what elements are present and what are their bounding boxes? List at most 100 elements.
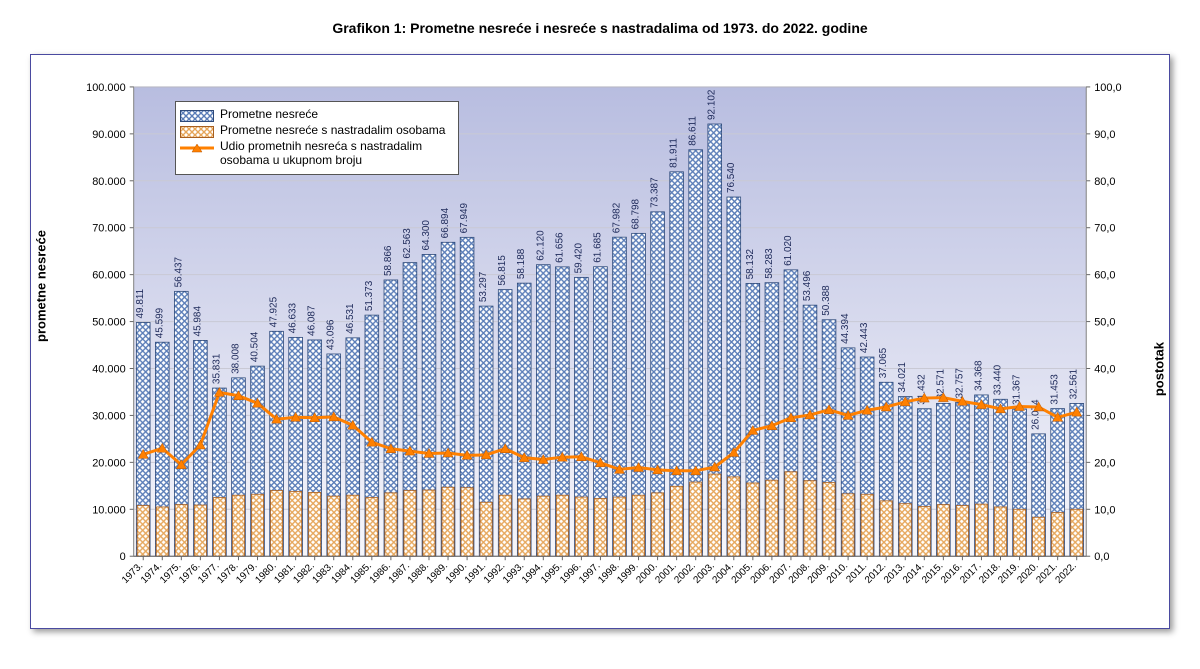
svg-text:76.540: 76.540 <box>726 162 737 193</box>
svg-text:32.757: 32.757 <box>954 368 965 399</box>
svg-text:35.831: 35.831 <box>211 353 222 384</box>
svg-text:53.297: 53.297 <box>478 271 489 302</box>
svg-text:2004.: 2004. <box>711 561 736 586</box>
svg-text:1989.: 1989. <box>425 561 450 586</box>
svg-text:2010.: 2010. <box>825 561 850 586</box>
legend-label-c: Udio prometnih nesreća s nastradalim oso… <box>220 140 450 168</box>
svg-text:45.599: 45.599 <box>154 307 165 338</box>
svg-text:1991.: 1991. <box>463 561 488 586</box>
svg-text:2009.: 2009. <box>806 561 831 586</box>
legend-label-a: Prometne nesreće <box>220 108 318 122</box>
svg-text:58.283: 58.283 <box>764 248 775 279</box>
svg-text:2020.: 2020. <box>1015 561 1040 586</box>
legend-label-b: Prometne nesreće s nastradalim osobama <box>220 124 445 138</box>
svg-text:1984.: 1984. <box>330 561 355 586</box>
svg-text:62.120: 62.120 <box>535 230 546 261</box>
svg-text:2000.: 2000. <box>634 561 659 586</box>
svg-text:0,0: 0,0 <box>1094 551 1109 563</box>
svg-text:90.000: 90.000 <box>92 129 126 141</box>
plot-area: 0 0,0 10.000 10,0 20.000 20,0 30.000 30,0 40.000… <box>43 67 1157 616</box>
svg-text:80,0: 80,0 <box>1094 176 1115 188</box>
svg-text:61.685: 61.685 <box>592 232 603 263</box>
legend-swatch-b <box>180 126 214 138</box>
svg-text:1978.: 1978. <box>215 561 240 586</box>
legend: Prometne nesreće Prometne nesreće s nast… <box>175 101 459 175</box>
svg-text:59.420: 59.420 <box>573 242 584 273</box>
svg-text:1993.: 1993. <box>501 561 526 586</box>
legend-item-c: Udio prometnih nesreća s nastradalim oso… <box>180 140 450 168</box>
svg-text:20,0: 20,0 <box>1094 457 1115 469</box>
svg-text:1982.: 1982. <box>291 561 316 586</box>
svg-text:58.188: 58.188 <box>516 248 527 279</box>
svg-text:44.394: 44.394 <box>840 313 851 344</box>
svg-text:64.300: 64.300 <box>421 220 432 251</box>
svg-text:58.866: 58.866 <box>383 245 394 276</box>
svg-text:1981.: 1981. <box>272 561 297 586</box>
legend-item-a: Prometne nesreće <box>180 108 450 122</box>
svg-text:68.798: 68.798 <box>631 198 642 229</box>
svg-text:56.815: 56.815 <box>497 255 508 286</box>
svg-text:1983.: 1983. <box>310 561 335 586</box>
svg-text:2015.: 2015. <box>920 561 945 586</box>
svg-text:80.000: 80.000 <box>92 176 126 188</box>
chart-frame: 0 0,0 10.000 10,0 20.000 20,0 30.000 30,0 40.000… <box>30 54 1170 629</box>
svg-text:40.504: 40.504 <box>250 331 261 362</box>
svg-text:1975.: 1975. <box>158 561 183 586</box>
svg-text:2016.: 2016. <box>939 561 964 586</box>
svg-text:0: 0 <box>120 551 126 563</box>
legend-item-b: Prometne nesreće s nastradalim osobama <box>180 124 450 138</box>
svg-text:26.074: 26.074 <box>1031 399 1042 430</box>
svg-text:60,0: 60,0 <box>1094 270 1115 282</box>
svg-text:34.368: 34.368 <box>973 360 984 391</box>
svg-text:2001.: 2001. <box>653 561 678 586</box>
svg-text:2018.: 2018. <box>977 561 1002 586</box>
svg-text:58.132: 58.132 <box>745 249 756 280</box>
svg-text:86.611: 86.611 <box>688 116 699 146</box>
svg-text:47.925: 47.925 <box>269 296 280 327</box>
svg-text:2013.: 2013. <box>882 561 907 586</box>
svg-text:1987.: 1987. <box>387 561 412 586</box>
svg-text:30.000: 30.000 <box>92 410 126 422</box>
svg-text:10,0: 10,0 <box>1094 504 1115 516</box>
svg-text:2012.: 2012. <box>863 561 888 586</box>
svg-text:30,0: 30,0 <box>1094 410 1115 422</box>
y-axis-left-label: prometne nesreće <box>34 230 49 342</box>
svg-text:40,0: 40,0 <box>1094 363 1115 375</box>
svg-text:60.000: 60.000 <box>92 270 126 282</box>
svg-text:1996.: 1996. <box>558 561 583 586</box>
svg-text:1992.: 1992. <box>482 561 507 586</box>
svg-text:2019.: 2019. <box>996 561 1021 586</box>
svg-text:100,0: 100,0 <box>1094 82 1121 94</box>
svg-text:2002.: 2002. <box>672 561 697 586</box>
svg-text:2003.: 2003. <box>691 561 716 586</box>
svg-text:1973.: 1973. <box>120 561 145 586</box>
svg-text:1994.: 1994. <box>520 561 545 586</box>
svg-text:1980.: 1980. <box>253 561 278 586</box>
svg-text:20.000: 20.000 <box>92 457 126 469</box>
svg-text:1974.: 1974. <box>139 561 164 586</box>
svg-text:50,0: 50,0 <box>1094 317 1115 329</box>
svg-text:1976.: 1976. <box>177 561 202 586</box>
svg-text:50.000: 50.000 <box>92 317 126 329</box>
legend-swatch-a <box>180 110 214 122</box>
svg-text:10.000: 10.000 <box>92 504 126 516</box>
svg-text:1985.: 1985. <box>349 561 374 586</box>
svg-text:61.020: 61.020 <box>783 235 794 266</box>
svg-text:70,0: 70,0 <box>1094 223 1115 235</box>
svg-text:50.388: 50.388 <box>821 285 832 316</box>
svg-text:2005.: 2005. <box>730 561 755 586</box>
svg-text:33.440: 33.440 <box>993 364 1004 395</box>
svg-text:31.453: 31.453 <box>1050 374 1061 405</box>
svg-text:37.065: 37.065 <box>878 347 889 378</box>
svg-text:40.000: 40.000 <box>92 363 126 375</box>
svg-text:67.949: 67.949 <box>459 202 470 233</box>
svg-text:1998.: 1998. <box>596 561 621 586</box>
svg-text:51.373: 51.373 <box>364 280 375 311</box>
svg-text:1997.: 1997. <box>577 561 602 586</box>
svg-text:2008.: 2008. <box>787 561 812 586</box>
svg-text:62.563: 62.563 <box>402 228 413 259</box>
svg-text:31.367: 31.367 <box>1012 374 1023 405</box>
svg-text:42.443: 42.443 <box>859 322 870 353</box>
svg-text:45.984: 45.984 <box>192 306 203 337</box>
svg-text:46.633: 46.633 <box>288 302 299 333</box>
